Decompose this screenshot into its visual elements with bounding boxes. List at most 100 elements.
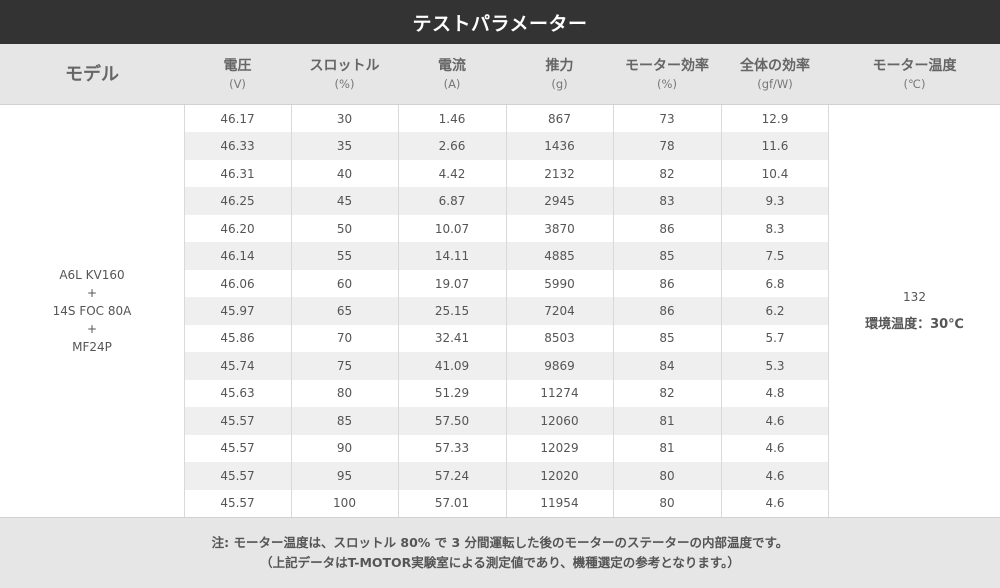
motor-temperature-value: 132 bbox=[903, 290, 926, 304]
cell-motor-efficiency: 82 bbox=[659, 386, 675, 401]
cell-throttle: 50 bbox=[336, 221, 353, 236]
cell-voltage: 45.74 bbox=[220, 358, 255, 373]
cell-overall-efficiency: 8.3 bbox=[765, 221, 785, 236]
cell-throttle: 75 bbox=[336, 358, 353, 373]
header-overall-efficiency-unit: (gf/W) bbox=[757, 76, 793, 91]
header-motor-temperature-label: モーター温度 bbox=[872, 57, 957, 74]
cell-thrust: 9869 bbox=[544, 358, 575, 373]
header-throttle-label: スロットル bbox=[309, 57, 380, 74]
cell-overall-efficiency: 4.6 bbox=[765, 441, 785, 456]
cell-overall-efficiency: 9.3 bbox=[765, 194, 785, 209]
cell-current: 57.24 bbox=[434, 468, 470, 483]
model-plus: + bbox=[86, 322, 98, 336]
cell-current: 2.66 bbox=[438, 139, 466, 154]
cell-voltage: 46.33 bbox=[220, 139, 255, 154]
cell-motor-efficiency: 83 bbox=[659, 194, 675, 209]
table-row: 45.86 70 32.41 8503 85 5.7 bbox=[184, 325, 829, 352]
cell-thrust: 12060 bbox=[540, 413, 579, 428]
cell-current: 4.42 bbox=[438, 166, 466, 181]
cell-motor-efficiency: 73 bbox=[659, 111, 675, 126]
cell-motor-efficiency: 80 bbox=[659, 496, 675, 511]
cell-thrust: 12029 bbox=[540, 441, 579, 456]
header-overall-efficiency: 全体の効率 (gf/W) bbox=[721, 44, 829, 105]
cell-overall-efficiency: 6.8 bbox=[765, 276, 785, 291]
cell-thrust: 8503 bbox=[544, 331, 575, 346]
footnote-line-1: 注: モーター温度は、スロットル 80% で 3 分間運転した後のモーターのステ… bbox=[211, 535, 789, 550]
table-row: 45.57 100 57.01 11954 80 4.6 bbox=[184, 490, 829, 517]
cell-throttle: 60 bbox=[336, 276, 353, 291]
table-row: 46.17 30 1.46 867 73 12.9 bbox=[184, 105, 829, 132]
model-plus: + bbox=[86, 286, 98, 300]
header-thrust-unit: (g) bbox=[551, 76, 568, 91]
cell-current: 6.87 bbox=[438, 194, 466, 209]
column-divider bbox=[828, 105, 829, 517]
cell-throttle: 30 bbox=[336, 111, 353, 126]
cell-throttle: 85 bbox=[336, 413, 353, 428]
column-divider bbox=[398, 105, 399, 517]
cell-motor-efficiency: 80 bbox=[659, 468, 675, 483]
header-motor-efficiency-label: モーター効率 bbox=[625, 57, 709, 74]
cell-voltage: 45.63 bbox=[220, 386, 255, 401]
cell-thrust: 4885 bbox=[544, 249, 575, 264]
cell-current: 1.46 bbox=[438, 111, 466, 126]
cell-voltage: 46.31 bbox=[220, 166, 255, 181]
header-throttle-unit: (%) bbox=[334, 76, 355, 91]
cell-overall-efficiency: 10.4 bbox=[761, 166, 789, 181]
model-cell: A6L KV160 + 14S FOC 80A + MF24P bbox=[0, 105, 184, 517]
cell-voltage: 46.25 bbox=[220, 194, 255, 209]
cell-motor-efficiency: 82 bbox=[659, 166, 675, 181]
header-motor-temperature: モーター温度 (℃) bbox=[829, 44, 1000, 105]
cell-thrust: 2945 bbox=[544, 194, 575, 209]
cell-motor-efficiency: 78 bbox=[659, 139, 675, 154]
cell-current: 10.07 bbox=[434, 221, 470, 236]
model-propeller: MF24P bbox=[72, 340, 112, 354]
cell-overall-efficiency: 4.6 bbox=[765, 496, 785, 511]
cell-voltage: 46.17 bbox=[220, 111, 255, 126]
header-model: モデル bbox=[0, 44, 184, 105]
cell-thrust: 3870 bbox=[544, 221, 575, 236]
cell-throttle: 55 bbox=[336, 249, 353, 264]
cell-motor-efficiency: 86 bbox=[659, 303, 675, 318]
cell-throttle: 100 bbox=[333, 496, 356, 511]
cell-current: 51.29 bbox=[434, 386, 470, 401]
header-voltage-label: 電圧 bbox=[223, 57, 252, 74]
table-row: 45.57 90 57.33 12029 81 4.6 bbox=[184, 435, 829, 462]
header-model-label: モデル bbox=[65, 63, 119, 85]
cell-throttle: 70 bbox=[336, 331, 353, 346]
header-overall-efficiency-label: 全体の効率 bbox=[740, 57, 810, 74]
column-divider bbox=[506, 105, 507, 517]
header-current-label: 電流 bbox=[438, 57, 466, 74]
cell-current: 19.07 bbox=[434, 276, 470, 291]
cell-current: 57.50 bbox=[434, 413, 470, 428]
cell-thrust: 5990 bbox=[544, 276, 575, 291]
cell-overall-efficiency: 4.6 bbox=[765, 468, 785, 483]
cell-thrust: 12020 bbox=[540, 468, 579, 483]
header-voltage: 電圧 (V) bbox=[184, 44, 291, 105]
header-motor-efficiency: モーター効率 (%) bbox=[613, 44, 721, 105]
table-row: 46.06 60 19.07 5990 86 6.8 bbox=[184, 270, 829, 297]
table-row: 46.31 40 4.42 2132 82 10.4 bbox=[184, 160, 829, 187]
cell-motor-efficiency: 85 bbox=[659, 249, 675, 264]
cell-throttle: 40 bbox=[336, 166, 353, 181]
column-divider bbox=[184, 105, 185, 517]
cell-thrust: 1436 bbox=[544, 139, 575, 154]
cell-voltage: 46.20 bbox=[220, 221, 255, 236]
header-thrust-label: 推力 bbox=[545, 57, 574, 74]
cell-thrust: 2132 bbox=[544, 166, 575, 181]
cell-throttle: 65 bbox=[336, 303, 353, 318]
cell-motor-efficiency: 85 bbox=[659, 331, 675, 346]
table-row: 45.63 80 51.29 11274 82 4.8 bbox=[184, 380, 829, 407]
table-title: テストパラメーター bbox=[0, 0, 1000, 44]
model-esc: 14S FOC 80A bbox=[52, 304, 132, 318]
cell-throttle: 35 bbox=[336, 139, 353, 154]
cell-current: 32.41 bbox=[434, 331, 470, 346]
model-motor: A6L KV160 bbox=[59, 268, 125, 282]
cell-voltage: 46.14 bbox=[220, 249, 255, 264]
cell-motor-efficiency: 81 bbox=[659, 441, 675, 456]
cell-voltage: 45.86 bbox=[220, 331, 255, 346]
cell-overall-efficiency: 5.3 bbox=[765, 358, 785, 373]
cell-overall-efficiency: 12.9 bbox=[761, 111, 789, 126]
column-divider bbox=[291, 105, 292, 517]
cell-throttle: 45 bbox=[336, 194, 353, 209]
table-row: 46.20 50 10.07 3870 86 8.3 bbox=[184, 215, 829, 242]
